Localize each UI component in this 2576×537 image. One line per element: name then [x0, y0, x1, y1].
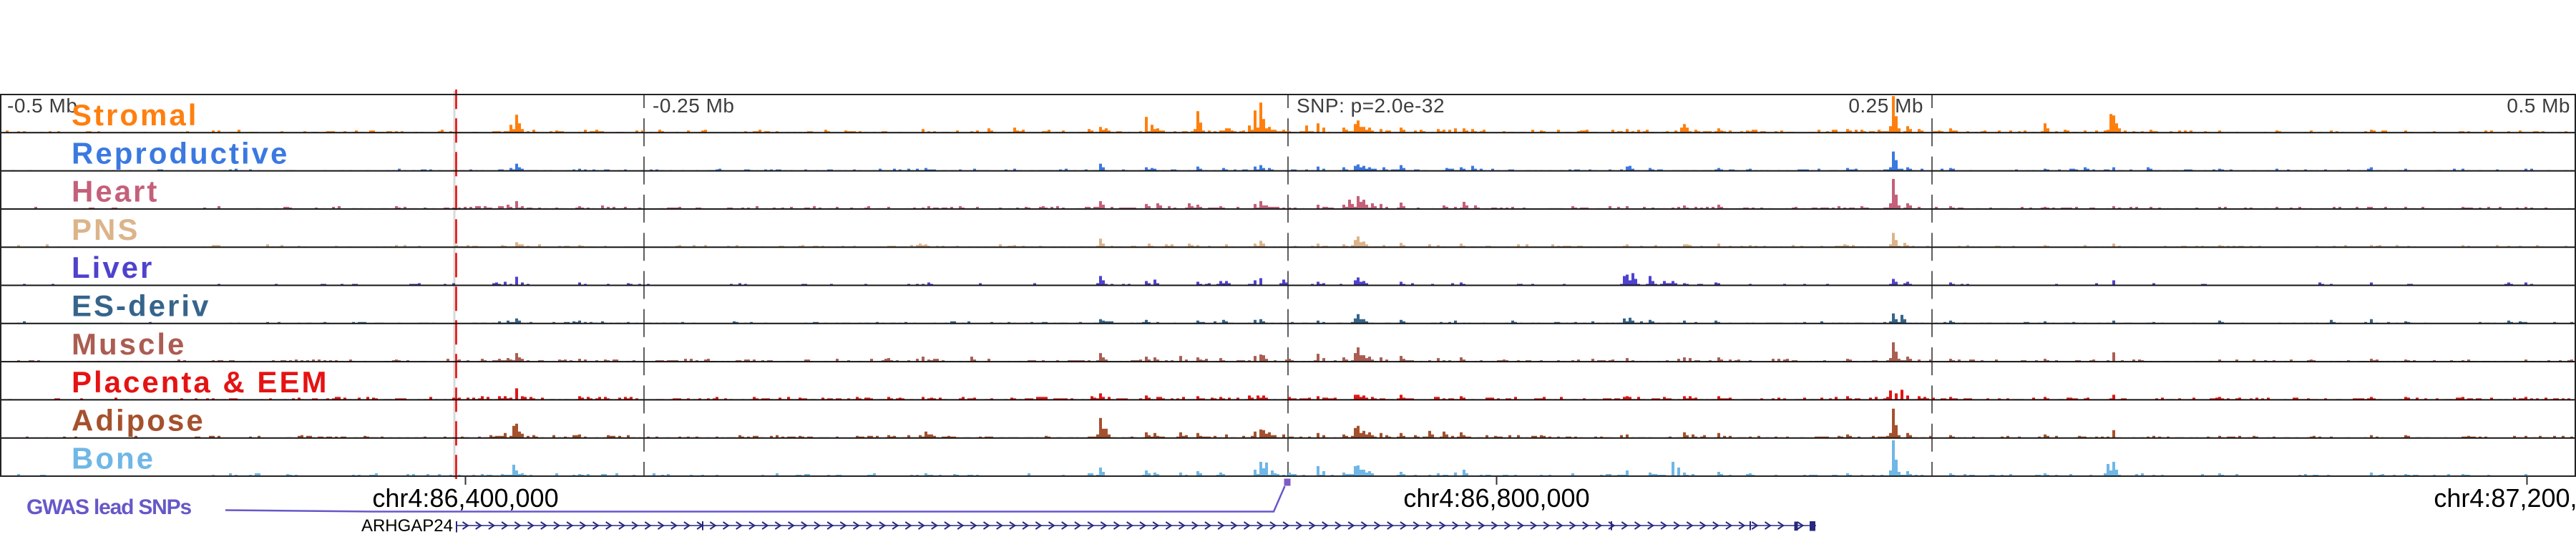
- svg-text:0.25 Mb: 0.25 Mb: [1848, 95, 1923, 117]
- svg-text:-0.25 Mb: -0.25 Mb: [653, 95, 735, 117]
- svg-text:Reproductive: Reproductive: [72, 136, 289, 170]
- svg-text:Adipose: Adipose: [72, 403, 205, 437]
- svg-text:ARHGAP24: ARHGAP24: [361, 516, 453, 536]
- svg-text:Stromal: Stromal: [72, 98, 198, 132]
- svg-text:chr4:86,400,000: chr4:86,400,000: [372, 483, 558, 513]
- svg-text:chr4:86,800,000: chr4:86,800,000: [1403, 483, 1589, 513]
- svg-text:PNS: PNS: [72, 213, 140, 246]
- svg-text:-0.5 Mb: -0.5 Mb: [7, 95, 77, 117]
- svg-text:Placenta & EEM: Placenta & EEM: [72, 365, 328, 399]
- svg-text:0.5 Mb: 0.5 Mb: [2507, 95, 2570, 117]
- svg-text:GWAS lead SNPs: GWAS lead SNPs: [26, 495, 191, 519]
- svg-text:ES-deriv: ES-deriv: [72, 289, 210, 323]
- svg-text:Muscle: Muscle: [72, 327, 186, 361]
- svg-text:Heart: Heart: [72, 175, 159, 208]
- svg-text:SNP: p=2.0e-32: SNP: p=2.0e-32: [1297, 95, 1445, 117]
- svg-text:Bone: Bone: [72, 442, 155, 475]
- svg-text:Liver: Liver: [72, 251, 154, 284]
- svg-text:chr4:87,200,000: chr4:87,200,000: [2434, 483, 2576, 513]
